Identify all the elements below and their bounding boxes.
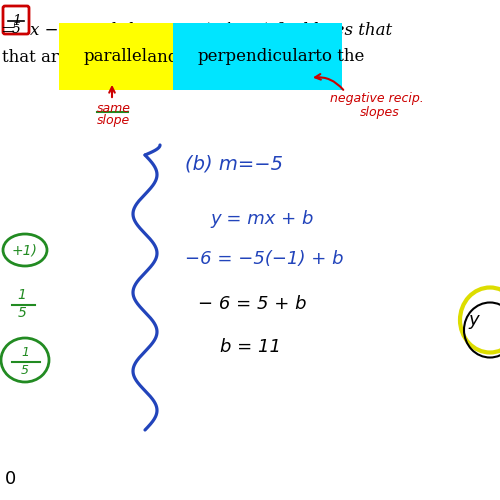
Text: (b) m=−5: (b) m=−5 bbox=[185, 155, 283, 174]
Text: x − 2  and the point (−1,−6) find lines that: x − 2 and the point (−1,−6) find lines t… bbox=[30, 22, 392, 39]
Text: perpendicular: perpendicular bbox=[198, 48, 316, 65]
Text: 1: 1 bbox=[18, 288, 26, 302]
Text: 5: 5 bbox=[12, 22, 20, 36]
Text: slope: slope bbox=[97, 114, 130, 127]
Text: 5: 5 bbox=[21, 364, 29, 376]
Text: =: = bbox=[0, 22, 15, 40]
Text: negative recip.: negative recip. bbox=[330, 92, 424, 105]
Text: −6 = −5(−1) + b: −6 = −5(−1) + b bbox=[185, 250, 344, 268]
Text: 1: 1 bbox=[21, 346, 29, 360]
Text: +1): +1) bbox=[11, 243, 37, 257]
Text: that are (a): that are (a) bbox=[2, 48, 102, 65]
Text: and (b): and (b) bbox=[142, 48, 212, 65]
Text: parallel: parallel bbox=[84, 48, 148, 65]
Text: y = mx + b: y = mx + b bbox=[210, 210, 314, 228]
Text: 1: 1 bbox=[12, 14, 20, 28]
Text: 0: 0 bbox=[5, 470, 16, 488]
Text: y: y bbox=[468, 311, 478, 329]
Text: slopes: slopes bbox=[360, 106, 400, 119]
Text: same: same bbox=[97, 102, 131, 115]
Text: to the: to the bbox=[310, 48, 364, 65]
Text: b = 11: b = 11 bbox=[220, 338, 281, 356]
Text: 5: 5 bbox=[18, 306, 26, 320]
Text: − 6 = 5 + b: − 6 = 5 + b bbox=[198, 295, 306, 313]
